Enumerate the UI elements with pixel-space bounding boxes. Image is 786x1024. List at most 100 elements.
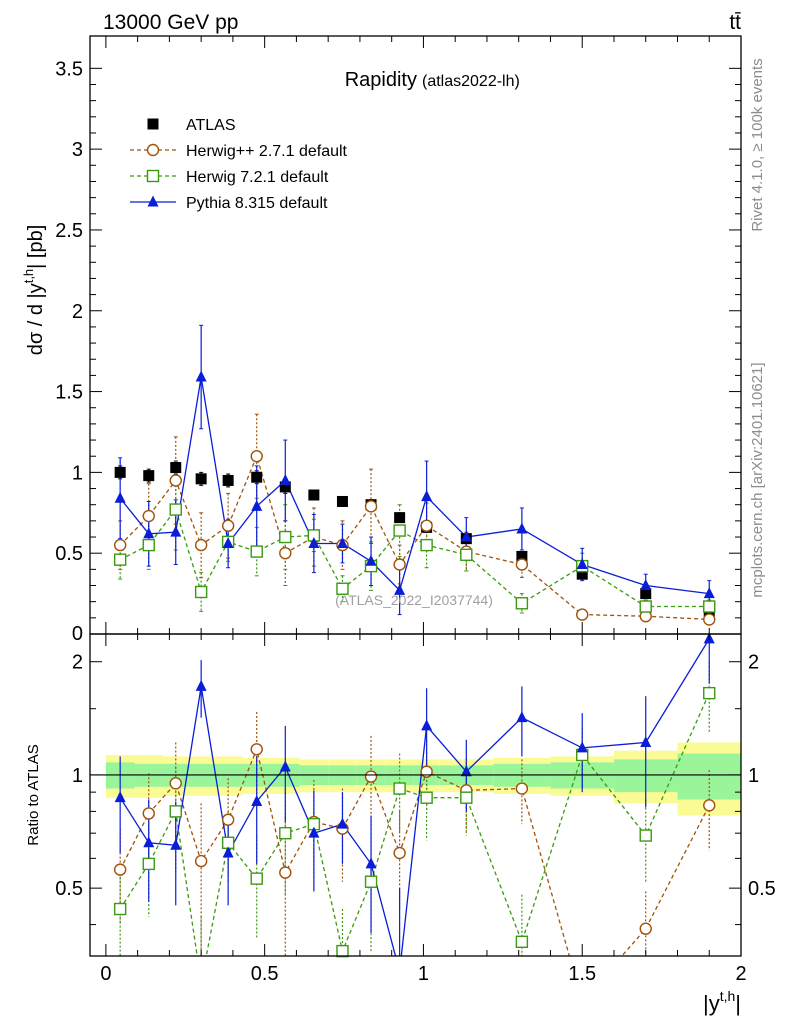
- series-line-herwigpp: [119, 454, 710, 621]
- axis-ticks: [90, 36, 742, 956]
- data-point-herwig7: [703, 600, 716, 613]
- ratio-y-tick-label-left: 2: [72, 652, 83, 674]
- data-point-herwigpp: [169, 474, 182, 487]
- data-point-herwig7: [279, 530, 292, 544]
- data-point-herwigpp: [142, 509, 155, 523]
- data-point-pythia: [251, 499, 263, 511]
- ratio-point-pythia: [195, 679, 207, 691]
- ratio-point-herwig7: [515, 935, 529, 948]
- data-point-herwigpp: [420, 519, 433, 532]
- data-point-pythia: [703, 587, 715, 599]
- data-point-atlas: [114, 466, 126, 478]
- data-point-atlas: [279, 481, 291, 493]
- y-tick-label: 1: [72, 462, 83, 484]
- lower-panel-series-lines: [119, 638, 710, 956]
- ratio-y-tick-label-left: 0.5: [55, 878, 83, 900]
- data-point-herwig7: [250, 545, 263, 558]
- ratio-point-herwig7: [250, 872, 263, 885]
- ratio-point-pythia: [640, 735, 652, 747]
- data-point-atlas: [222, 474, 234, 486]
- data-point-atlas: [308, 489, 320, 501]
- data-point-herwig7: [194, 585, 208, 599]
- legend-marker-herwigpp: [146, 143, 160, 157]
- data-point-pythia: [170, 525, 182, 537]
- ratio-point-herwig7: [142, 857, 155, 871]
- data-point-pythia: [516, 522, 528, 534]
- ratio-point-herwig7: [169, 805, 182, 818]
- ratio-line-herwigpp: [119, 747, 710, 956]
- x-tick-label: 1: [418, 963, 429, 985]
- ratio-point-pythia: [170, 838, 182, 850]
- legend-label-herwigpp: Herwig++ 2.7.1 default: [186, 143, 348, 160]
- x-tick-label: 0: [100, 963, 111, 985]
- ratio-y-tick-label-right: 1: [748, 765, 759, 787]
- ratio-point-herwigpp: [279, 866, 292, 879]
- upper-y-axis-label: dσ / d |yt,h| [pb]: [21, 225, 47, 356]
- ratio-point-herwigpp: [169, 777, 182, 790]
- ratio-point-herwigpp: [221, 813, 235, 826]
- data-point-pythia: [195, 370, 207, 382]
- ratio-point-herwig7: [639, 829, 652, 842]
- ratio-point-herwigpp: [194, 854, 208, 868]
- data-point-herwig7: [336, 582, 349, 595]
- data-point-pythia: [394, 583, 406, 595]
- ratio-point-herwigpp: [250, 743, 263, 756]
- x-tick-label: 0.5: [251, 963, 279, 985]
- x-axis-label: |yt,h|: [703, 988, 741, 1016]
- mcplots-label: mcplots.cern.ch [arXiv:2401.10621]: [749, 362, 766, 597]
- ratio-y-axis-label: Ratio to ATLAS: [25, 744, 42, 845]
- data-point-herwig7: [420, 538, 433, 552]
- data-point-atlas: [576, 568, 588, 580]
- data-point-herwigpp: [221, 519, 235, 532]
- data-point-herwigpp: [515, 558, 529, 571]
- ratio-point-herwigpp: [142, 807, 155, 820]
- lower-plot-frame: [89, 633, 742, 957]
- legend-marker-pythia: [147, 195, 159, 207]
- data-point-atlas: [516, 550, 528, 562]
- upper-panel-markers: [113, 370, 716, 626]
- axis-tick-labels: 0.5 1 1.5 2 2.5 3 3.5 0 0.5 0.5 1 1 2 2 0 0.5 1 1.5 2: [55, 58, 776, 985]
- data-point-herwig7: [393, 524, 406, 537]
- ratio-point-pythia: [460, 765, 472, 777]
- ratio-point-pythia: [114, 791, 126, 803]
- y-tick-label: 1.5: [55, 382, 83, 404]
- data-point-pythia: [279, 473, 291, 485]
- data-point-atlas: [195, 473, 207, 485]
- ratio-point-pythia: [308, 826, 320, 838]
- ratio-line-pythia: [119, 638, 710, 956]
- y-tick-label-zero: 0: [72, 623, 83, 645]
- ratio-point-pythia: [421, 719, 433, 731]
- series-line-pythia: [119, 376, 710, 595]
- ratio-point-herwig7: [460, 791, 473, 804]
- data-point-herwigpp: [703, 613, 716, 626]
- ratio-point-herwigpp: [393, 846, 406, 860]
- ratio-point-pythia: [365, 857, 377, 869]
- data-point-atlas: [336, 495, 348, 507]
- plot-title: Rapidity: [345, 69, 417, 91]
- y-tick-label: 0.5: [55, 543, 83, 565]
- data-point-pythia: [114, 491, 126, 503]
- x-tick-label: 1.5: [568, 963, 596, 985]
- plot-title-tag: (atlas2022-lh): [422, 73, 520, 90]
- data-point-herwigpp: [279, 546, 292, 560]
- y-tick-label: 2: [72, 301, 83, 323]
- upper-panel-series-lines: [119, 376, 710, 621]
- data-point-atlas: [170, 462, 182, 474]
- ratio-y-tick-label-right: 0.5: [748, 878, 776, 900]
- y-tick-label: 2.5: [55, 220, 83, 242]
- legend-label-atlas: ATLAS: [186, 117, 236, 134]
- ratio-point-pythia: [251, 794, 263, 806]
- lower-panel-markers: [113, 632, 716, 958]
- data-point-herwig7: [639, 600, 652, 613]
- data-point-pythia: [640, 579, 652, 591]
- legend-marker-atlas: [147, 118, 159, 130]
- ratio-point-pythia: [576, 741, 588, 753]
- legend: ATLAS Herwig++ 2.7.1 default Herwig 7.2.…: [130, 117, 348, 212]
- data-point-herwig7: [142, 538, 155, 552]
- data-point-pythia: [576, 558, 588, 570]
- ratio-point-herwig7: [420, 791, 433, 804]
- ratio-point-herwig7: [279, 826, 292, 840]
- ratio-point-pythia: [143, 836, 155, 848]
- ratio-point-herwigpp: [639, 922, 652, 935]
